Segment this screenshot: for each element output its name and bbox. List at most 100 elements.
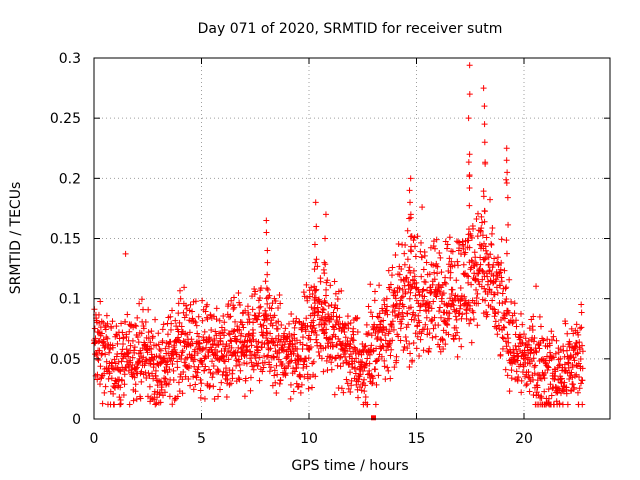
data-point bbox=[470, 316, 477, 323]
data-point bbox=[193, 374, 200, 381]
data-point bbox=[353, 355, 360, 362]
data-point bbox=[438, 314, 445, 321]
data-point bbox=[392, 251, 399, 258]
data-point bbox=[552, 368, 559, 375]
data-point bbox=[204, 301, 211, 308]
data-point bbox=[104, 335, 111, 342]
data-point bbox=[181, 284, 188, 291]
data-point bbox=[202, 354, 209, 361]
data-point bbox=[407, 199, 414, 206]
data-point bbox=[173, 323, 180, 330]
data-point bbox=[211, 337, 218, 344]
data-point bbox=[353, 315, 360, 322]
data-point bbox=[390, 326, 397, 333]
data-point bbox=[491, 255, 498, 262]
data-point bbox=[193, 322, 200, 329]
data-point bbox=[201, 367, 208, 374]
data-point bbox=[419, 204, 426, 211]
data-point bbox=[420, 347, 427, 354]
data-point bbox=[474, 290, 481, 297]
data-point bbox=[226, 331, 233, 338]
data-point bbox=[270, 354, 277, 361]
data-point bbox=[399, 309, 406, 316]
data-point bbox=[152, 316, 159, 323]
data-point bbox=[568, 325, 575, 332]
data-point bbox=[267, 345, 274, 352]
data-point bbox=[322, 299, 329, 306]
data-point bbox=[405, 267, 412, 274]
data-point bbox=[529, 326, 536, 333]
data-point bbox=[351, 344, 358, 351]
data-point bbox=[375, 372, 382, 379]
data-point bbox=[468, 234, 475, 241]
data-point bbox=[385, 267, 392, 274]
data-point bbox=[299, 341, 306, 348]
data-point bbox=[347, 320, 354, 327]
data-point bbox=[416, 319, 423, 326]
data-point bbox=[538, 375, 545, 382]
data-point bbox=[366, 351, 373, 358]
data-point bbox=[245, 311, 252, 318]
data-point bbox=[400, 347, 407, 354]
data-point bbox=[235, 289, 242, 296]
data-point bbox=[213, 316, 220, 323]
data-point bbox=[281, 371, 288, 378]
data-point bbox=[101, 370, 108, 377]
data-point bbox=[574, 329, 581, 336]
data-point bbox=[161, 367, 168, 374]
data-point bbox=[387, 281, 394, 288]
y-tick-label: 0.15 bbox=[50, 232, 81, 248]
data-point bbox=[578, 324, 585, 331]
data-point bbox=[517, 361, 524, 368]
data-point bbox=[486, 267, 493, 274]
data-point bbox=[350, 331, 357, 338]
data-point bbox=[381, 357, 388, 364]
data-point bbox=[502, 366, 509, 373]
data-point bbox=[424, 287, 431, 294]
data-point bbox=[497, 266, 504, 273]
data-point bbox=[178, 323, 185, 330]
data-point bbox=[500, 324, 507, 331]
data-point bbox=[567, 341, 574, 348]
data-point bbox=[221, 319, 228, 326]
data-point bbox=[383, 326, 390, 333]
data-point bbox=[344, 380, 351, 387]
data-point bbox=[415, 286, 422, 293]
data-point bbox=[465, 159, 472, 166]
data-point bbox=[136, 357, 143, 364]
data-point bbox=[256, 377, 263, 384]
data-point bbox=[318, 355, 325, 362]
data-point bbox=[321, 330, 328, 337]
data-point bbox=[492, 310, 499, 317]
data-point bbox=[124, 311, 131, 318]
data-point bbox=[558, 375, 565, 382]
data-point bbox=[118, 377, 125, 384]
data-point bbox=[100, 340, 107, 347]
data-point bbox=[263, 325, 270, 332]
data-point bbox=[577, 380, 584, 387]
data-point bbox=[442, 341, 449, 348]
data-point bbox=[576, 339, 583, 346]
data-point bbox=[523, 382, 530, 389]
data-point bbox=[499, 334, 506, 341]
data-point bbox=[215, 341, 222, 348]
data-point bbox=[402, 288, 409, 295]
data-point bbox=[481, 103, 488, 110]
data-point bbox=[412, 330, 419, 337]
data-point bbox=[484, 291, 491, 298]
data-point bbox=[524, 380, 531, 387]
data-point bbox=[408, 284, 415, 291]
data-point bbox=[534, 384, 541, 391]
data-point bbox=[350, 325, 357, 332]
data-point bbox=[415, 289, 422, 296]
data-point bbox=[416, 353, 423, 360]
data-point bbox=[358, 387, 365, 394]
data-point bbox=[473, 215, 480, 222]
data-point bbox=[467, 302, 474, 309]
data-point bbox=[426, 330, 433, 337]
data-point bbox=[122, 250, 129, 257]
data-point bbox=[255, 360, 262, 367]
data-point bbox=[570, 354, 577, 361]
data-point bbox=[191, 356, 198, 363]
data-point bbox=[340, 351, 347, 358]
